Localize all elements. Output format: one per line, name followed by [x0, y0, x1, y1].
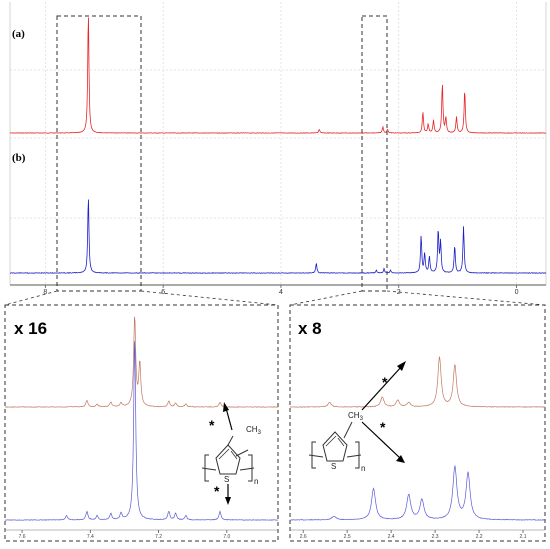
- zoom-left-tick-label-3: 7.0: [223, 534, 230, 540]
- zoom-panel-aromatic: 7.6 7.4 7.2 7.0 x 16 CH3 S n * *: [4, 304, 279, 542]
- chain-bond-right-1: [308, 454, 324, 458]
- bracket-open-left: [204, 454, 209, 482]
- main-tick-label-1: 6: [161, 289, 165, 296]
- spectrum-b-line: [9, 199, 547, 274]
- main-spectrum-plot: 8 6 4 2 0 (a) (b): [9, 2, 547, 296]
- asterisk-top-left: *: [209, 417, 215, 433]
- zoom-left-frame: [4, 304, 279, 542]
- arrow-up-left: [225, 407, 233, 431]
- arrow-up-right: [361, 365, 403, 411]
- arrow-down-left-head: [225, 497, 231, 505]
- asterisk-bottom-right: *: [380, 419, 386, 435]
- highlight-box-methyl: [361, 15, 388, 292]
- zoom-panel-methyl: 2.6 2.5 2.4 2.3 2.2 2.1 x 8 CH3 S n * *: [289, 304, 546, 542]
- methyl-stub-left: [227, 435, 234, 446]
- thiophene-double-bond-left: [218, 448, 230, 460]
- zoom-right-magnification: x 8: [298, 319, 322, 338]
- main-grid: [10, 2, 546, 285]
- zoom-right-tick-label-2: 2.4: [388, 534, 395, 540]
- thiophene-double-bond-right-2: [337, 437, 345, 447]
- panel-b-label: (b): [12, 152, 26, 164]
- arrow-down-right-head: [396, 455, 405, 463]
- zoom-right-tick-label-5: 2.1: [520, 534, 527, 540]
- zoom-right-tick-label-1: 2.5: [344, 534, 351, 540]
- thiophene-ring-right: [322, 431, 348, 462]
- thiophene-double-bond-left-2: [230, 450, 238, 460]
- zoom-right-tick-label-3: 2.3: [432, 534, 439, 540]
- highlight-box-aromatic: [56, 15, 142, 292]
- arrow-up-left-head: [223, 402, 229, 412]
- asterisk-bottom-left: *: [214, 483, 220, 499]
- zoom-left-spectrum-a: [4, 316, 279, 408]
- panel-a-label: (a): [12, 28, 25, 40]
- chain-bond-left-1: [201, 467, 217, 471]
- sulfur-label-right: S: [331, 462, 336, 471]
- main-tick-label-2: 4: [279, 289, 283, 296]
- connector-left-2: [140, 290, 279, 306]
- methyl-label-left: CH3: [246, 425, 262, 436]
- zoom-left-tick-label-0: 7.6: [19, 534, 26, 540]
- methyl-bond-right: [343, 421, 353, 439]
- connector-right-2: [386, 290, 546, 306]
- thiophene-structure-left: CH3 S n * *: [201, 402, 262, 505]
- repeat-label-left: n: [254, 477, 258, 486]
- thiophene-ring-left: [215, 444, 241, 475]
- bracket-close-left: [248, 454, 253, 482]
- arrow-up-right-head: [397, 361, 406, 371]
- repeat-label-right: n: [361, 464, 365, 473]
- zoom-right-spectrum-a: [289, 356, 546, 408]
- methyl-label-right: CH3: [348, 411, 364, 422]
- spectrum-a-line: [9, 17, 547, 134]
- asterisk-top-right: *: [382, 374, 388, 390]
- zoom-right-tick-label-0: 2.6: [300, 534, 307, 540]
- sulfur-label-left: S: [224, 475, 229, 484]
- methyl-bond-left: [235, 449, 249, 457]
- zoom-left-ticks: 7.6 7.4 7.2 7.0: [19, 530, 231, 540]
- bracket-open-right: [311, 441, 316, 469]
- zoom-right-ticks: 2.6 2.5 2.4 2.3 2.2 2.1: [300, 530, 527, 540]
- zoom-left-magnification: x 16: [14, 319, 47, 338]
- thiophene-double-bond-right: [325, 435, 337, 447]
- connector-right-1: [289, 290, 363, 306]
- thiophene-structure-right: CH3 S n * *: [308, 361, 406, 473]
- zoom-right-spectrum-b: [289, 464, 546, 521]
- main-x-ticks: 8 6 4 2 0: [43, 285, 519, 296]
- zoom-right-tick-label-4: 2.2: [476, 534, 483, 540]
- zoom-left-tick-label-1: 7.4: [87, 534, 94, 540]
- arrow-down-right: [361, 421, 401, 459]
- zoom-left-spectrum-b: [4, 341, 279, 521]
- zoom-left-tick-label-2: 7.2: [155, 534, 162, 540]
- bracket-close-right: [355, 441, 360, 469]
- main-tick-label-3: 2: [397, 289, 401, 296]
- connector-left-1: [4, 290, 58, 306]
- main-tick-label-4: 0: [515, 289, 519, 296]
- zoom-right-frame: [289, 304, 546, 542]
- main-tick-label-0: 8: [43, 289, 47, 296]
